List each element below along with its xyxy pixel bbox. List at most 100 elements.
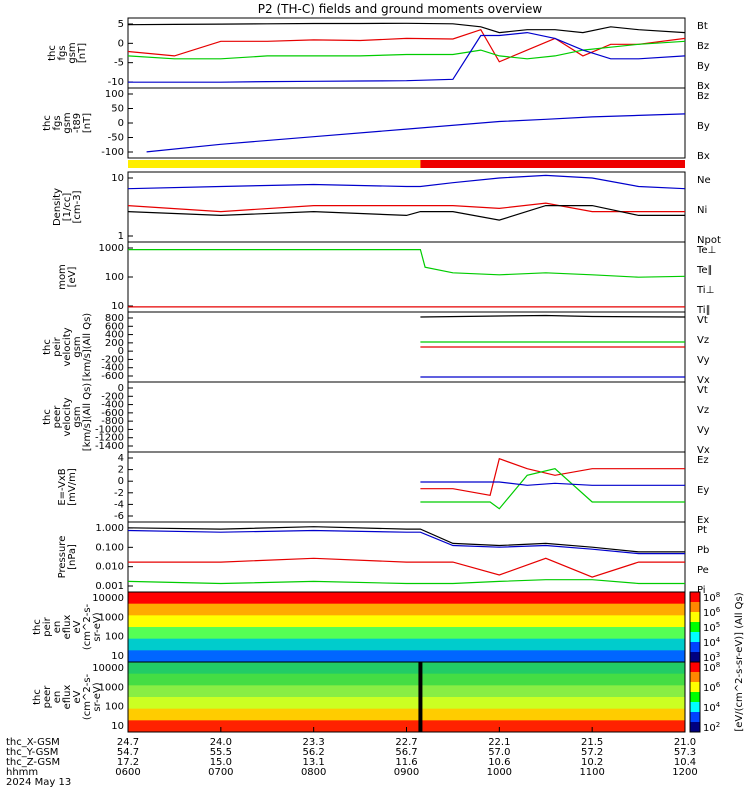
x-tick-value: 0900 — [394, 767, 419, 778]
x-tick-value: 15.0 — [210, 757, 232, 768]
legend-Vy: Vy — [697, 425, 710, 436]
y-tick-label: 0 — [118, 346, 124, 357]
x-tick-value: 57.3 — [674, 747, 696, 758]
x-tick-value: 21.5 — [581, 737, 603, 748]
spectrogram-band — [128, 673, 685, 686]
y-tick-label: -800 — [101, 416, 124, 427]
y-tick-label: 1000 — [99, 243, 124, 254]
y-axis-label-line: sr-eV) — [92, 682, 103, 711]
panel-pressure: Pressure[nPa] 1.000 0.100 0.010 0.001 Pt Pb Pe P… — [57, 521, 709, 596]
panel-peer_velocity: thcpeervelocitygsm[km/s](All Qs) 0-200-40… — [42, 381, 710, 456]
spectrogram-band — [128, 708, 685, 721]
y-axis-label-line: fgs — [57, 45, 68, 60]
y-axis-label-line: thc — [47, 45, 58, 61]
x-tick-value: 1100 — [579, 767, 604, 778]
y-tick-label: -200 — [101, 354, 124, 365]
spectrogram-band — [128, 662, 685, 675]
y-tick-label: 50 — [111, 104, 124, 115]
y-tick-label: -400 — [101, 400, 124, 411]
spectrogram-band — [128, 615, 685, 628]
colorbar-label: [eV/(cm^2-s-sr-eV)] (All Qs) — [734, 592, 745, 731]
legend-By: By — [697, 61, 710, 72]
y-axis-label: Density[1/cc][cm-3] — [52, 188, 83, 226]
y-axis-label-line: (cm^2-s- — [82, 673, 93, 720]
y-tick-label: 4 — [118, 453, 124, 464]
series-Ti — [128, 249, 686, 278]
panel-peer_spectrogram: thcpeerenefluxeV(cm^2-s-sr-eV)1000010001… — [32, 661, 686, 733]
y-axis-label-line: eV — [72, 620, 83, 633]
y-axis-label-line: en — [52, 621, 63, 634]
y-tick-label: -1000 — [95, 424, 124, 435]
y-axis-label-line: [km/s](All Qs) — [82, 383, 93, 451]
legend-Ti∥: Ti∥ — [696, 305, 711, 316]
panel-frame — [127, 87, 686, 159]
legend-Ti⊥: Ti⊥ — [696, 285, 714, 296]
y-axis-label-line: [nT] — [77, 43, 88, 63]
legend-Vx: Vx — [697, 375, 710, 386]
panel-temperature: mom[eV] 1000 100 10 Te⊥ Te∥ Ti⊥ Ti∥ — [57, 241, 716, 316]
x-tick-value: 1000 — [487, 767, 512, 778]
colorbar-swatch — [690, 592, 700, 603]
y-tick-label: 100 — [105, 89, 124, 100]
y-axis-label-line: Pressure — [57, 536, 68, 579]
x-tick-value: 11.6 — [395, 757, 417, 768]
y-axis-label-line: gsm — [67, 42, 78, 63]
spectrogram-band — [128, 697, 685, 710]
y-tick-label: 0.010 — [95, 562, 124, 573]
x-tick-value: 10.4 — [674, 757, 696, 768]
x-tick-value: 55.5 — [210, 747, 232, 758]
colorbar-tick-label: 105 — [703, 621, 720, 634]
series-Pb — [128, 557, 685, 578]
y-axis-label-line: -t89 — [72, 113, 83, 133]
mode-bar-segment-0 — [128, 160, 421, 168]
colorbar-tick-label: 104 — [703, 701, 721, 714]
series-Bt — [127, 22, 686, 34]
y-tick-label: 0 — [118, 476, 124, 487]
x-row-label: thc_X-GSM — [6, 737, 60, 748]
series-Bx — [146, 113, 686, 153]
legend-Bx: Bx — [697, 81, 710, 92]
colorbar-tick-label: 102 — [703, 721, 720, 734]
x-tick-value: 57.2 — [581, 747, 603, 758]
series-Ni — [127, 205, 685, 221]
panel-peir_spectrogram: thcpeirenefluxeV(cm^2-s-sr-eV)1000010001… — [32, 591, 686, 663]
x-tick-value: 0600 — [115, 767, 140, 778]
panel-density: Density[1/cc][cm-3] 10 1 Ne Ni Npot — [52, 171, 721, 246]
y-tick-label: -600 — [101, 408, 124, 419]
y-axis-label-line: [cm-3] — [72, 190, 83, 223]
colorbar-tick-label: 108 — [703, 591, 720, 604]
x-tick-value: 24.0 — [210, 737, 232, 748]
spectrogram-group: thcpeirenefluxeV(cm^2-s-sr-eV)1000010001… — [32, 591, 686, 733]
y-tick-label: 10000 — [92, 663, 124, 674]
x-row-label: thc_Y-GSM — [6, 747, 58, 758]
y-tick-label: 5 — [118, 19, 124, 30]
legend-Pb: Pb — [697, 545, 709, 556]
y-axis-label-line: [mV/m] — [67, 468, 78, 506]
colorbar-swatch — [690, 702, 700, 713]
x-row-label: hhmm — [6, 767, 38, 778]
y-tick-label: 10000 — [92, 593, 124, 604]
y-tick-label: 0 — [118, 383, 124, 394]
x-row-label: thc_Z-GSM — [6, 757, 60, 768]
legend-Ex: Ex — [697, 515, 709, 526]
y-tick-label: -200 — [101, 391, 124, 402]
y-tick-label: 0 — [118, 38, 124, 49]
series-Bx — [128, 31, 686, 83]
y-tick-label: 400 — [105, 330, 124, 341]
y-axis-label-line: en — [52, 691, 63, 704]
colorbar-tick-label: 106 — [703, 606, 721, 619]
y-axis-label: mom[eV] — [57, 264, 78, 290]
x-tick-value: 22.1 — [488, 737, 510, 748]
spectrogram-band — [128, 603, 685, 616]
series-Pt — [127, 526, 685, 553]
series-Vt — [420, 314, 686, 318]
y-axis-label-line: [1/cc] — [62, 193, 73, 222]
spectrogram-band — [128, 638, 685, 651]
series-Ez — [420, 457, 685, 496]
x-tick-value: 13.1 — [303, 757, 325, 768]
y-axis-label: Pressure[nPa] — [57, 536, 78, 579]
x-tick-value: 24.7 — [117, 737, 139, 748]
series-Pe — [127, 579, 685, 585]
panel-efield: E=-VxB[mV/m] 420-2-4-6 Ez Ey Ex — [57, 451, 709, 526]
y-axis-label: thcfgsgsm[nT] — [47, 42, 88, 63]
